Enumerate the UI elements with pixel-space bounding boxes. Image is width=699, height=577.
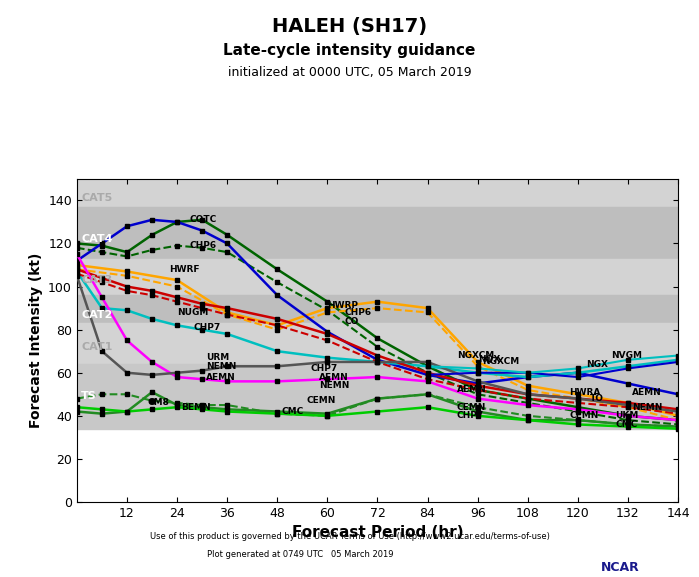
Text: BEMN: BEMN	[181, 403, 211, 412]
Text: CHP6: CHP6	[189, 241, 217, 250]
Text: CAT3: CAT3	[81, 275, 113, 285]
Text: CMC: CMC	[615, 420, 637, 429]
Text: CAT1: CAT1	[81, 342, 113, 352]
Text: CHP7: CHP7	[310, 364, 338, 373]
Text: CHP7: CHP7	[456, 411, 484, 420]
Text: AEMN: AEMN	[319, 373, 349, 381]
Text: HWRP: HWRP	[327, 301, 359, 310]
Text: NUGM: NUGM	[177, 308, 208, 317]
X-axis label: Forecast Period (hr): Forecast Period (hr)	[291, 526, 463, 541]
Text: Use of this product is governed by the UCAR Terms of Use (http://www2.ucar.edu/t: Use of this product is governed by the U…	[150, 533, 549, 541]
Text: CHP7: CHP7	[194, 323, 221, 332]
Text: URM: URM	[206, 353, 229, 362]
Text: CMC: CMC	[282, 407, 303, 416]
Text: CAT4: CAT4	[81, 234, 113, 244]
Text: CEMN: CEMN	[456, 403, 486, 412]
Bar	[77, 295, 678, 323]
Text: CEMN: CEMN	[570, 411, 599, 420]
Text: NEMN: NEMN	[632, 403, 663, 412]
Text: CHP6: CHP6	[344, 308, 371, 317]
Text: NGXCM: NGXCM	[482, 358, 519, 366]
Text: initialized at 0000 UTC, 05 March 2019: initialized at 0000 UTC, 05 March 2019	[228, 66, 471, 80]
Text: TO: TO	[591, 394, 605, 403]
Text: TS: TS	[81, 391, 97, 402]
Text: Late-cycle intensity guidance: Late-cycle intensity guidance	[223, 43, 476, 58]
Text: NGX: NGX	[586, 359, 608, 369]
Text: CM8: CM8	[148, 398, 170, 407]
Text: COTC: COTC	[189, 215, 217, 224]
Text: NGXCM: NGXCM	[456, 351, 494, 360]
Text: HALEH (SH17): HALEH (SH17)	[272, 17, 427, 36]
Text: UKM: UKM	[615, 411, 639, 420]
Y-axis label: Forecast Intensity (kt): Forecast Intensity (kt)	[29, 253, 43, 428]
Text: AEMN: AEMN	[456, 385, 487, 395]
Text: AEMN: AEMN	[632, 388, 662, 396]
Text: CAT5: CAT5	[81, 193, 113, 203]
Text: NEMN: NEMN	[319, 381, 350, 390]
Bar	[77, 364, 678, 429]
Text: CO: CO	[344, 317, 359, 325]
Text: NEMN: NEMN	[206, 362, 237, 371]
Text: CEMN: CEMN	[306, 396, 336, 405]
Text: NVGM: NVGM	[611, 351, 642, 360]
Bar	[77, 258, 678, 295]
Text: CAT2: CAT2	[81, 310, 113, 320]
Bar	[77, 323, 678, 364]
Bar	[77, 71, 678, 207]
Text: AEMN: AEMN	[206, 373, 236, 381]
Text: NQX: NQX	[477, 355, 500, 364]
Text: NCAR: NCAR	[601, 561, 640, 574]
Text: HWRF: HWRF	[168, 265, 199, 274]
Bar	[77, 207, 678, 258]
Text: HWRA: HWRA	[570, 388, 601, 396]
Text: Plot generated at 0749 UTC   05 March 2019: Plot generated at 0749 UTC 05 March 2019	[208, 550, 394, 559]
